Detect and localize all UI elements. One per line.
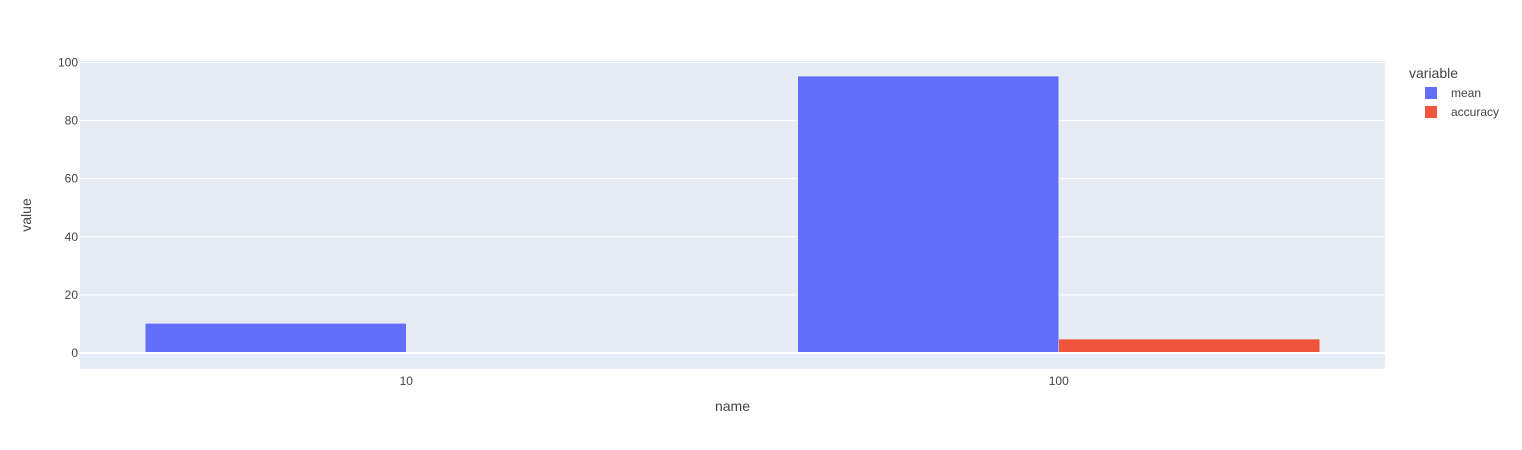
legend-label: mean: [1451, 86, 1481, 100]
legend-title: variable: [1409, 65, 1458, 81]
x-axis-ticks: 10 100: [400, 374, 1070, 388]
y-tick-label: 80: [65, 114, 79, 128]
y-tick-label: 0: [71, 346, 78, 360]
legend-swatch: [1425, 87, 1437, 99]
x-tick-label: 10: [400, 374, 414, 388]
bar-mean-10[interactable]: [145, 323, 406, 353]
legend[interactable]: variable mean accuracy: [1409, 65, 1499, 119]
legend-items[interactable]: mean accuracy: [1425, 86, 1499, 119]
y-tick-label: 60: [65, 172, 79, 186]
legend-item-accuracy[interactable]: accuracy: [1425, 105, 1499, 119]
y-axis-title: value: [18, 198, 34, 232]
bar-mean-100[interactable]: [798, 76, 1059, 353]
y-axis-ticks: 0 20 40 60 80 100: [58, 55, 78, 360]
x-tick-label: 100: [1049, 374, 1069, 388]
x-axis-title: name: [715, 398, 750, 414]
y-tick-label: 40: [65, 230, 79, 244]
legend-label: accuracy: [1451, 105, 1499, 119]
legend-item-mean[interactable]: mean: [1425, 86, 1481, 100]
plot-area: [80, 61, 1385, 369]
y-tick-label: 100: [58, 55, 78, 69]
y-tick-label: 20: [65, 288, 79, 302]
legend-swatch: [1425, 106, 1437, 118]
bar-accuracy-100[interactable]: [1059, 339, 1320, 353]
